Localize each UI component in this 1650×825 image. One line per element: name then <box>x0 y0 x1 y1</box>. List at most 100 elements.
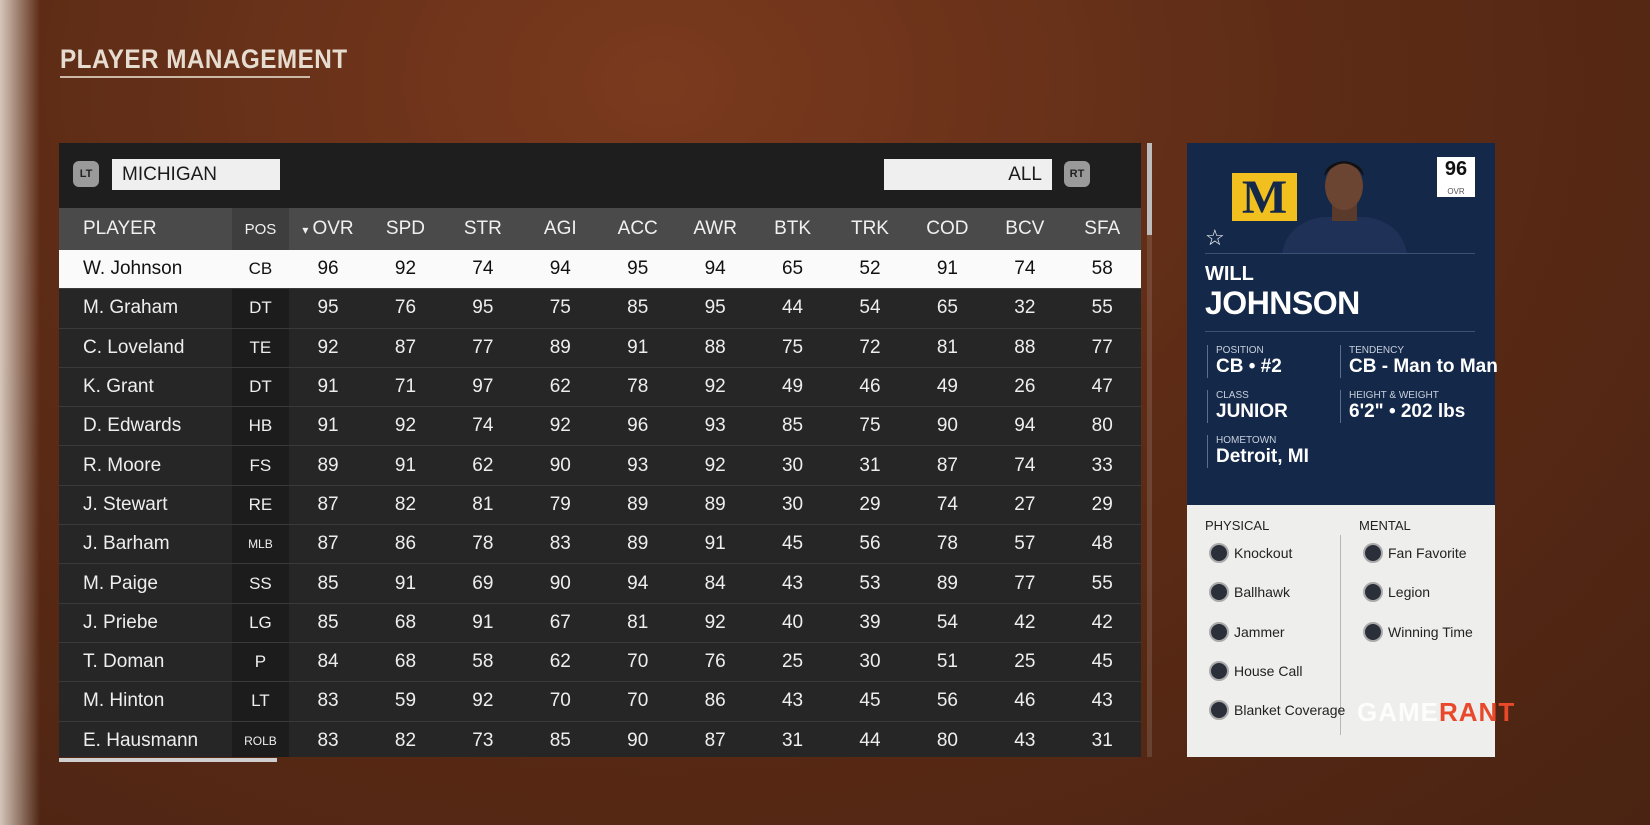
hometown-info: HOMETOWN Detroit, MI <box>1207 435 1309 468</box>
stat-awr: 93 <box>704 415 726 437</box>
table-row[interactable]: J. Priebe LG 85 68 91 67 81 92 40 39 54 42 42 <box>59 603 1141 643</box>
overall-rating: 96 <box>1444 158 1468 180</box>
column-header-label: SPD <box>385 218 425 239</box>
player-name: E. Hausmann <box>83 729 199 751</box>
stat-acc: 90 <box>627 729 649 751</box>
stat-agi: 62 <box>549 651 571 673</box>
table-row[interactable]: M. Hinton LT 83 59 92 70 70 86 43 45 56 46 43 <box>59 682 1141 722</box>
title-underline <box>60 76 310 78</box>
stat-awr: 89 <box>704 493 726 515</box>
ability-winning-time[interactable]: Winning Time <box>1363 621 1473 642</box>
lt-button[interactable]: LT <box>73 161 99 187</box>
table-row[interactable]: M. Graham DT 95 76 95 75 85 95 44 54 65 32 55 <box>59 289 1141 329</box>
stat-cod: 78 <box>936 533 958 555</box>
stat-ovr: 87 <box>317 533 339 555</box>
table-row[interactable]: M. Paige SS 85 91 69 90 94 84 43 53 89 77 55 <box>59 564 1141 604</box>
stat-btk: 25 <box>781 651 804 673</box>
ability-house-call[interactable]: House Call <box>1209 660 1302 681</box>
ability-legion[interactable]: Legion <box>1363 582 1430 603</box>
ability-badge-icon <box>1363 543 1383 563</box>
column-header-trk[interactable]: TRK <box>831 218 908 240</box>
stat-ovr: 83 <box>317 690 339 712</box>
column-header-label: SFA <box>1084 218 1121 239</box>
stat-awr: 88 <box>704 336 726 358</box>
stat-trk: 31 <box>859 454 881 476</box>
ability-ballhawk[interactable]: Ballhawk <box>1209 582 1290 603</box>
table-row[interactable]: C. Loveland TE 92 87 77 89 91 88 75 72 81 88 77 <box>59 328 1141 368</box>
table-row[interactable]: D. Edwards HB 91 92 74 92 96 93 85 75 90 94 80 <box>59 407 1141 447</box>
table-row[interactable]: E. Hausmann ROLB 83 82 73 85 90 87 31 44 80 43 31 <box>59 721 1141 757</box>
column-header-bcv[interactable]: BCV <box>986 218 1063 240</box>
stat-spd: 87 <box>394 336 417 358</box>
table-row[interactable]: J. Barham MLB 87 86 78 83 89 91 45 56 78 57 48 <box>59 525 1141 565</box>
column-header-pos[interactable]: POS <box>231 208 290 250</box>
stat-agi: 94 <box>549 258 571 280</box>
stat-ovr: 96 <box>317 258 339 280</box>
position-info: POSITION CB • #2 <box>1207 345 1282 378</box>
column-header-acc[interactable]: ACC <box>599 218 676 240</box>
column-header-label: AGI <box>543 218 577 239</box>
stat-trk: 72 <box>859 336 881 358</box>
table-row[interactable]: K. Grant DT 91 71 97 62 78 92 49 46 49 26 47 <box>59 367 1141 408</box>
stat-cod: 49 <box>936 376 958 398</box>
team-selector[interactable]: MICHIGAN <box>112 159 280 190</box>
stat-trk: 53 <box>859 572 881 594</box>
stat-bcv: 94 <box>1014 415 1036 437</box>
column-header-label: POS <box>244 220 277 238</box>
stat-spd: 76 <box>394 297 417 319</box>
horizontal-scroll-indicator[interactable] <box>59 758 277 762</box>
player-name: J. Barham <box>83 533 170 555</box>
stat-trk: 75 <box>859 415 881 437</box>
ability-name: Jammer <box>1234 623 1285 640</box>
stat-bcv: 43 <box>1014 729 1036 751</box>
column-header-sfa[interactable]: SFA <box>1064 218 1141 240</box>
column-header-awr[interactable]: AWR <box>676 218 753 240</box>
stat-sfa: 58 <box>1091 258 1113 280</box>
table-body: W. Johnson CB 96 92 74 94 95 94 65 52 91 74 58 M. Gra… <box>59 250 1141 757</box>
column-header-player[interactable]: PLAYER <box>59 218 232 240</box>
ability-fan-favorite[interactable]: Fan Favorite <box>1363 543 1467 563</box>
tendency-info: TENDENCY CB - Man to Man <box>1340 345 1498 378</box>
stat-agi: 75 <box>549 297 571 319</box>
stat-str: 81 <box>472 493 494 515</box>
overall-rating-badge: 96 OVR <box>1437 157 1475 197</box>
ability-knockout[interactable]: Knockout <box>1209 543 1292 563</box>
column-header-btk[interactable]: BTK <box>754 218 831 240</box>
stat-bcv: 74 <box>1014 454 1036 476</box>
position-value: CB • #2 <box>1216 356 1282 377</box>
abilities-divider <box>1340 535 1341 735</box>
table-toolbar: LT MICHIGAN ALL RT <box>59 143 1141 208</box>
position-filter[interactable]: ALL <box>884 159 1052 190</box>
ability-jammer[interactable]: Jammer <box>1209 621 1285 642</box>
rt-button[interactable]: RT <box>1064 161 1090 187</box>
column-header-agi[interactable]: AGI <box>522 218 599 240</box>
column-header-ovr[interactable]: ▾ OVR <box>289 218 366 240</box>
scrollbar-thumb[interactable] <box>1147 143 1152 235</box>
column-header-spd[interactable]: SPD <box>367 218 444 240</box>
stat-sfa: 77 <box>1091 336 1113 358</box>
player-position: LT <box>231 682 290 721</box>
roster-table-panel: LT MICHIGAN ALL RT PLAYER POS ▾ OVR SPD STR AG… <box>59 143 1141 757</box>
table-row[interactable]: T. Doman P 84 68 58 62 70 76 25 30 51 25 45 <box>59 642 1141 683</box>
table-row[interactable]: W. Johnson CB 96 92 74 94 95 94 65 52 91 74 58 <box>59 250 1141 290</box>
ability-badge-icon <box>1363 621 1383 642</box>
column-header-cod[interactable]: COD <box>909 218 986 240</box>
stat-str: 74 <box>472 258 494 280</box>
column-header-label: BCV <box>1005 218 1045 239</box>
vertical-scrollbar[interactable] <box>1147 143 1152 757</box>
player-position: LG <box>231 603 290 642</box>
column-header-label: COD <box>926 218 969 239</box>
column-header-label: PLAYER <box>83 218 157 239</box>
player-name: M. Paige <box>83 572 158 594</box>
column-header-str[interactable]: STR <box>444 218 521 240</box>
table-row[interactable]: J. Stewart RE 87 82 81 79 89 89 30 29 74 27 29 <box>59 485 1141 526</box>
gamerant-watermark: GAMERANT <box>1357 697 1516 727</box>
stat-awr: 92 <box>704 611 726 633</box>
player-name: M. Hinton <box>83 690 165 712</box>
stat-acc: 85 <box>627 297 649 319</box>
stat-spd: 59 <box>394 690 417 712</box>
ability-badge-icon <box>1209 660 1229 681</box>
ability-badge-icon <box>1209 543 1229 563</box>
table-row[interactable]: R. Moore FS 89 91 62 90 93 92 30 31 87 74 33 <box>59 446 1141 486</box>
ability-blanket-coverage[interactable]: Blanket Coverage <box>1209 700 1345 721</box>
